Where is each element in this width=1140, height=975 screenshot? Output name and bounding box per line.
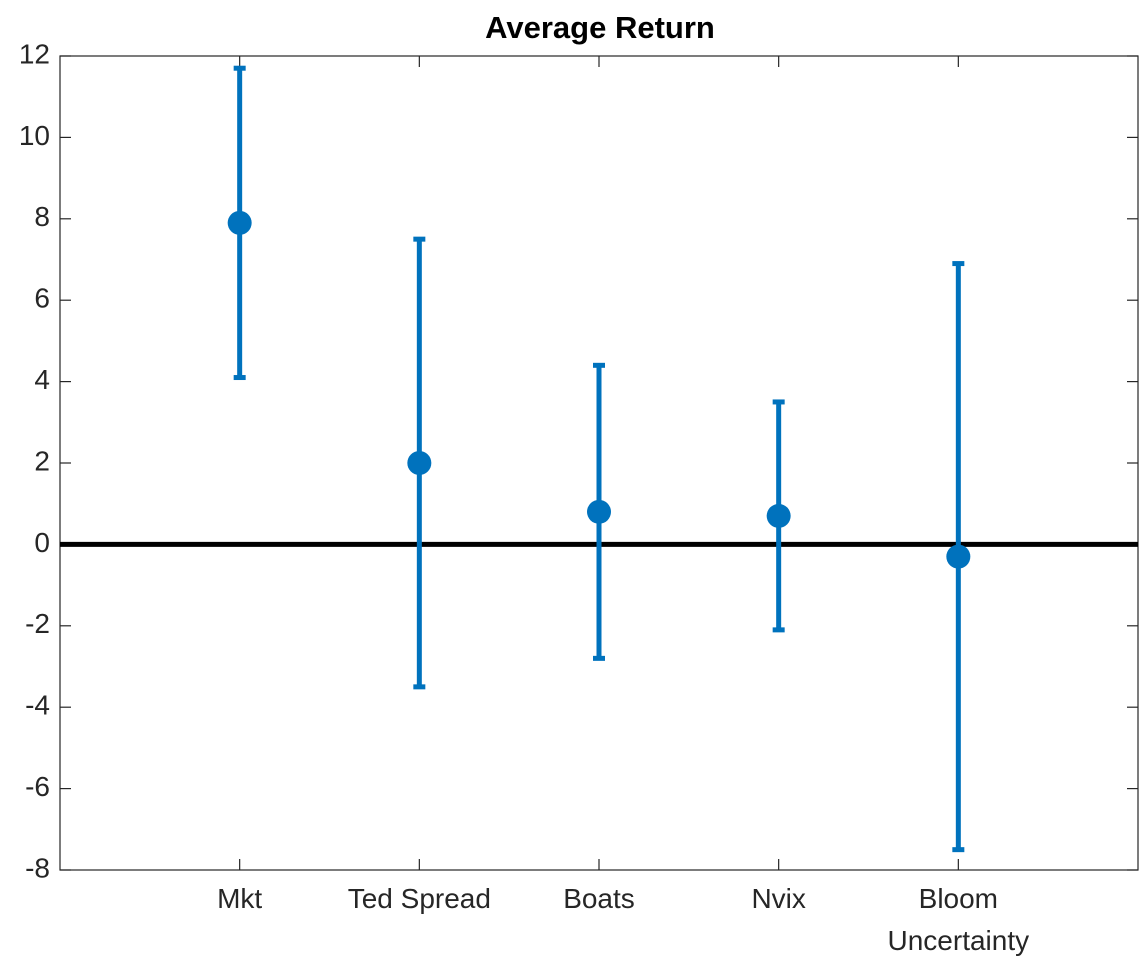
x-tick-label: Bloom Uncertainty xyxy=(888,883,1030,956)
point xyxy=(587,499,611,524)
y-tick-label: -2 xyxy=(25,608,50,639)
y-tick-label: -4 xyxy=(25,690,50,721)
y-tick-label: 4 xyxy=(34,364,50,395)
point xyxy=(766,503,791,528)
y-tick-label: 6 xyxy=(34,283,50,314)
y-tick-label: 10 xyxy=(19,120,50,151)
y-tick-label: -8 xyxy=(25,852,50,883)
y-tick-label: 2 xyxy=(34,445,50,476)
point xyxy=(946,544,971,569)
chart-title: Average Return xyxy=(485,10,715,45)
x-tick-label: Boats xyxy=(563,883,635,914)
x-tick-label: Mkt xyxy=(217,883,262,914)
y-tick-label: -6 xyxy=(25,771,50,802)
point xyxy=(227,210,252,235)
x-tick-label: Nvix xyxy=(751,883,805,914)
y-tick-label: 12 xyxy=(19,38,50,69)
point xyxy=(407,451,432,475)
y-tick-label: 0 xyxy=(34,527,50,558)
y-tick-label: 8 xyxy=(34,201,50,232)
x-tick-label: Ted Spread xyxy=(348,883,491,914)
